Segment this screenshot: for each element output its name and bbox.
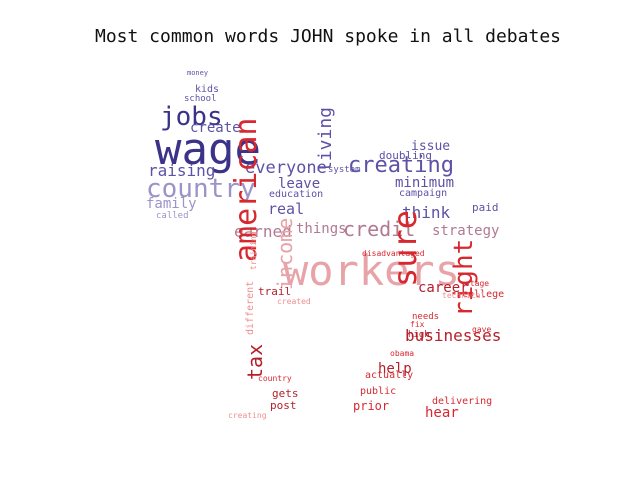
word-workers: workers <box>283 246 461 295</box>
word-post: post <box>270 399 297 412</box>
word-country: country <box>146 174 256 204</box>
word-money: money <box>187 69 209 77</box>
word-minimum: minimum <box>395 175 455 191</box>
word-high: high <box>408 330 430 340</box>
word-gave: gave <box>472 325 492 334</box>
word-help: help <box>378 361 412 377</box>
word-earned: earned <box>234 222 292 241</box>
word-things: things <box>296 221 347 237</box>
word-actually: actually <box>365 370 414 381</box>
word-right: right <box>449 238 479 317</box>
word-living: living <box>315 106 336 172</box>
word-family: family <box>146 196 197 212</box>
word-everyone: everyone <box>245 158 327 178</box>
word-school: school <box>184 94 217 104</box>
word-campaign: campaign <box>399 188 448 199</box>
word-fix: fix <box>410 320 425 329</box>
word-needs: needs <box>412 312 440 322</box>
word-creating: creating <box>348 153 454 178</box>
word-kids: kids <box>195 84 220 95</box>
word-hear: hear <box>425 405 459 421</box>
word-prior: prior <box>353 399 390 413</box>
word-leave: leave <box>278 176 321 192</box>
word-stage: stage <box>465 279 490 288</box>
word-created: created <box>277 297 311 306</box>
word-paid: paid <box>472 201 499 214</box>
word-delivering: delivering <box>432 396 493 407</box>
word-college: college <box>462 289 505 300</box>
word-called: called <box>156 211 189 221</box>
word-disadvantaged: disadvantaged <box>362 249 425 258</box>
word-technical: technical <box>442 291 486 300</box>
word-career: career <box>418 280 469 296</box>
word-real: real <box>268 200 305 218</box>
word-creating: creating <box>228 411 267 420</box>
word-jobs: jobs <box>160 102 223 132</box>
chart-title: Most common words JOHN spoke in all deba… <box>95 26 561 47</box>
word-trail: trail <box>258 285 292 298</box>
word-different: different <box>245 280 256 335</box>
word-country: country <box>258 374 292 383</box>
word-issue: issue <box>411 139 451 154</box>
word-strategy: strategy <box>432 223 500 239</box>
word-obama: obama <box>390 349 415 358</box>
word-gets: gets <box>272 387 299 400</box>
word-businesses: businesses <box>405 326 502 345</box>
word-wage: wage <box>155 124 261 175</box>
word-system: system <box>328 165 361 175</box>
word-public: public <box>360 386 397 397</box>
word-create: create <box>190 120 241 136</box>
word-raising: raising <box>148 161 216 180</box>
word-doubling: doubling <box>379 149 432 162</box>
word-training: training <box>249 231 258 270</box>
word-income: income <box>273 217 297 290</box>
word-credit: credit <box>343 217 416 241</box>
word-think: think <box>402 203 451 222</box>
word-education: education <box>269 189 324 200</box>
